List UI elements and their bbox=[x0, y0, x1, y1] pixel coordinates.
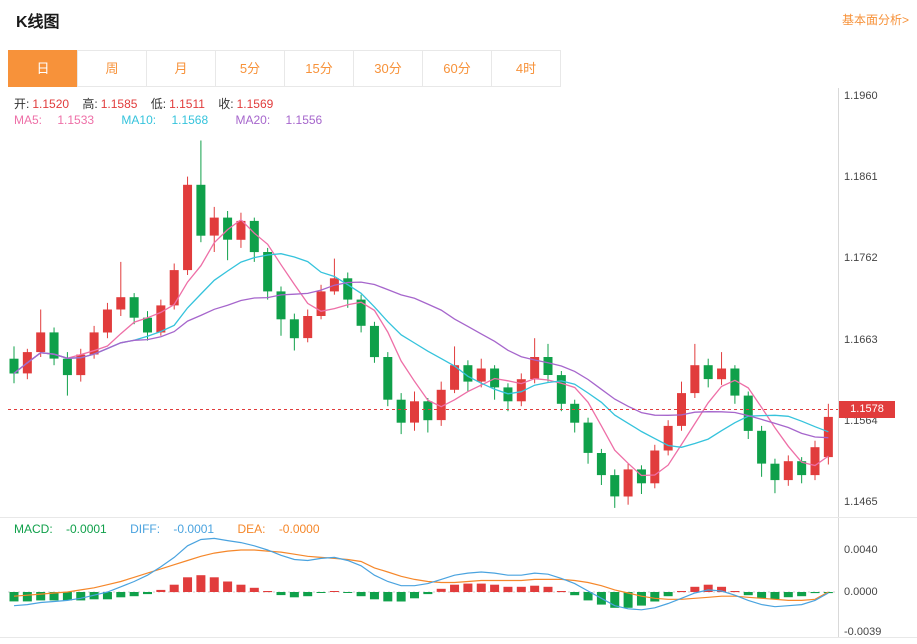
tab-4hour[interactable]: 4时 bbox=[491, 50, 561, 87]
open-label: 开: bbox=[14, 97, 30, 111]
macd-axis-label: -0.0039 bbox=[844, 626, 882, 638]
ohlc-legend: 开: 1.1520 高: 1.1585 低: 1.1511 收: 1.1569 bbox=[14, 95, 273, 112]
low-value: 1.1511 bbox=[169, 97, 205, 111]
close-value: 1.1569 bbox=[236, 97, 274, 111]
fundamental-analysis-link[interactable]: 基本面分析> bbox=[841, 13, 909, 27]
dea-value-legend: DEA: -0.0000 bbox=[237, 522, 320, 536]
tab-week[interactable]: 周 bbox=[77, 50, 147, 87]
macd-legend: MACD: -0.0001 DIFF: -0.0001 DEA: -0.0000 bbox=[14, 522, 340, 536]
y-axis-label: 1.1465 bbox=[844, 496, 878, 508]
candlestick-chart[interactable] bbox=[8, 88, 838, 516]
tab-month[interactable]: 月 bbox=[146, 50, 216, 87]
panel-divider bbox=[0, 517, 917, 518]
tab-15min[interactable]: 15分 bbox=[284, 50, 354, 87]
high-label: 高: bbox=[82, 97, 98, 111]
bottom-border bbox=[0, 637, 917, 638]
macd-chart[interactable] bbox=[8, 520, 838, 637]
high-value: 1.1585 bbox=[100, 97, 138, 111]
current-price-tag: 1.1578 bbox=[839, 401, 895, 418]
macd-axis-label: 0.0040 bbox=[844, 544, 878, 556]
ma-legend: MA5: 1.1533 MA10: 1.1568 MA20: 1.1556 bbox=[14, 113, 346, 127]
macd-axis-label: 0.0000 bbox=[844, 586, 878, 598]
tab-60min[interactable]: 60分 bbox=[422, 50, 492, 87]
y-axis-label: 1.1564 bbox=[844, 415, 878, 427]
tab-5min[interactable]: 5分 bbox=[215, 50, 285, 87]
low-label: 低: bbox=[150, 97, 167, 111]
ma20-legend: MA20: 1.1556 bbox=[235, 113, 323, 127]
close-label: 收: bbox=[218, 97, 234, 111]
y-axis-label: 1.1861 bbox=[844, 171, 878, 183]
macd-value-legend: MACD: -0.0001 bbox=[14, 522, 107, 536]
diff-value-legend: DIFF: -0.0001 bbox=[130, 522, 215, 536]
tab-day[interactable]: 日 bbox=[8, 50, 78, 87]
open-value: 1.1520 bbox=[32, 97, 70, 111]
ma10-legend: MA10: 1.1568 bbox=[121, 113, 209, 127]
page-title: K线图 bbox=[16, 14, 60, 31]
timeframe-tabs: 日 周 月 5分 15分 30分 60分 4时 bbox=[8, 50, 561, 87]
y-axis-label: 1.1663 bbox=[844, 334, 878, 346]
ma5-legend: MA5: 1.1533 bbox=[14, 113, 95, 127]
y-axis-label: 1.1762 bbox=[844, 252, 878, 264]
y-axis-line bbox=[838, 88, 839, 637]
y-axis-label: 1.1960 bbox=[844, 90, 878, 102]
tab-30min[interactable]: 30分 bbox=[353, 50, 423, 87]
